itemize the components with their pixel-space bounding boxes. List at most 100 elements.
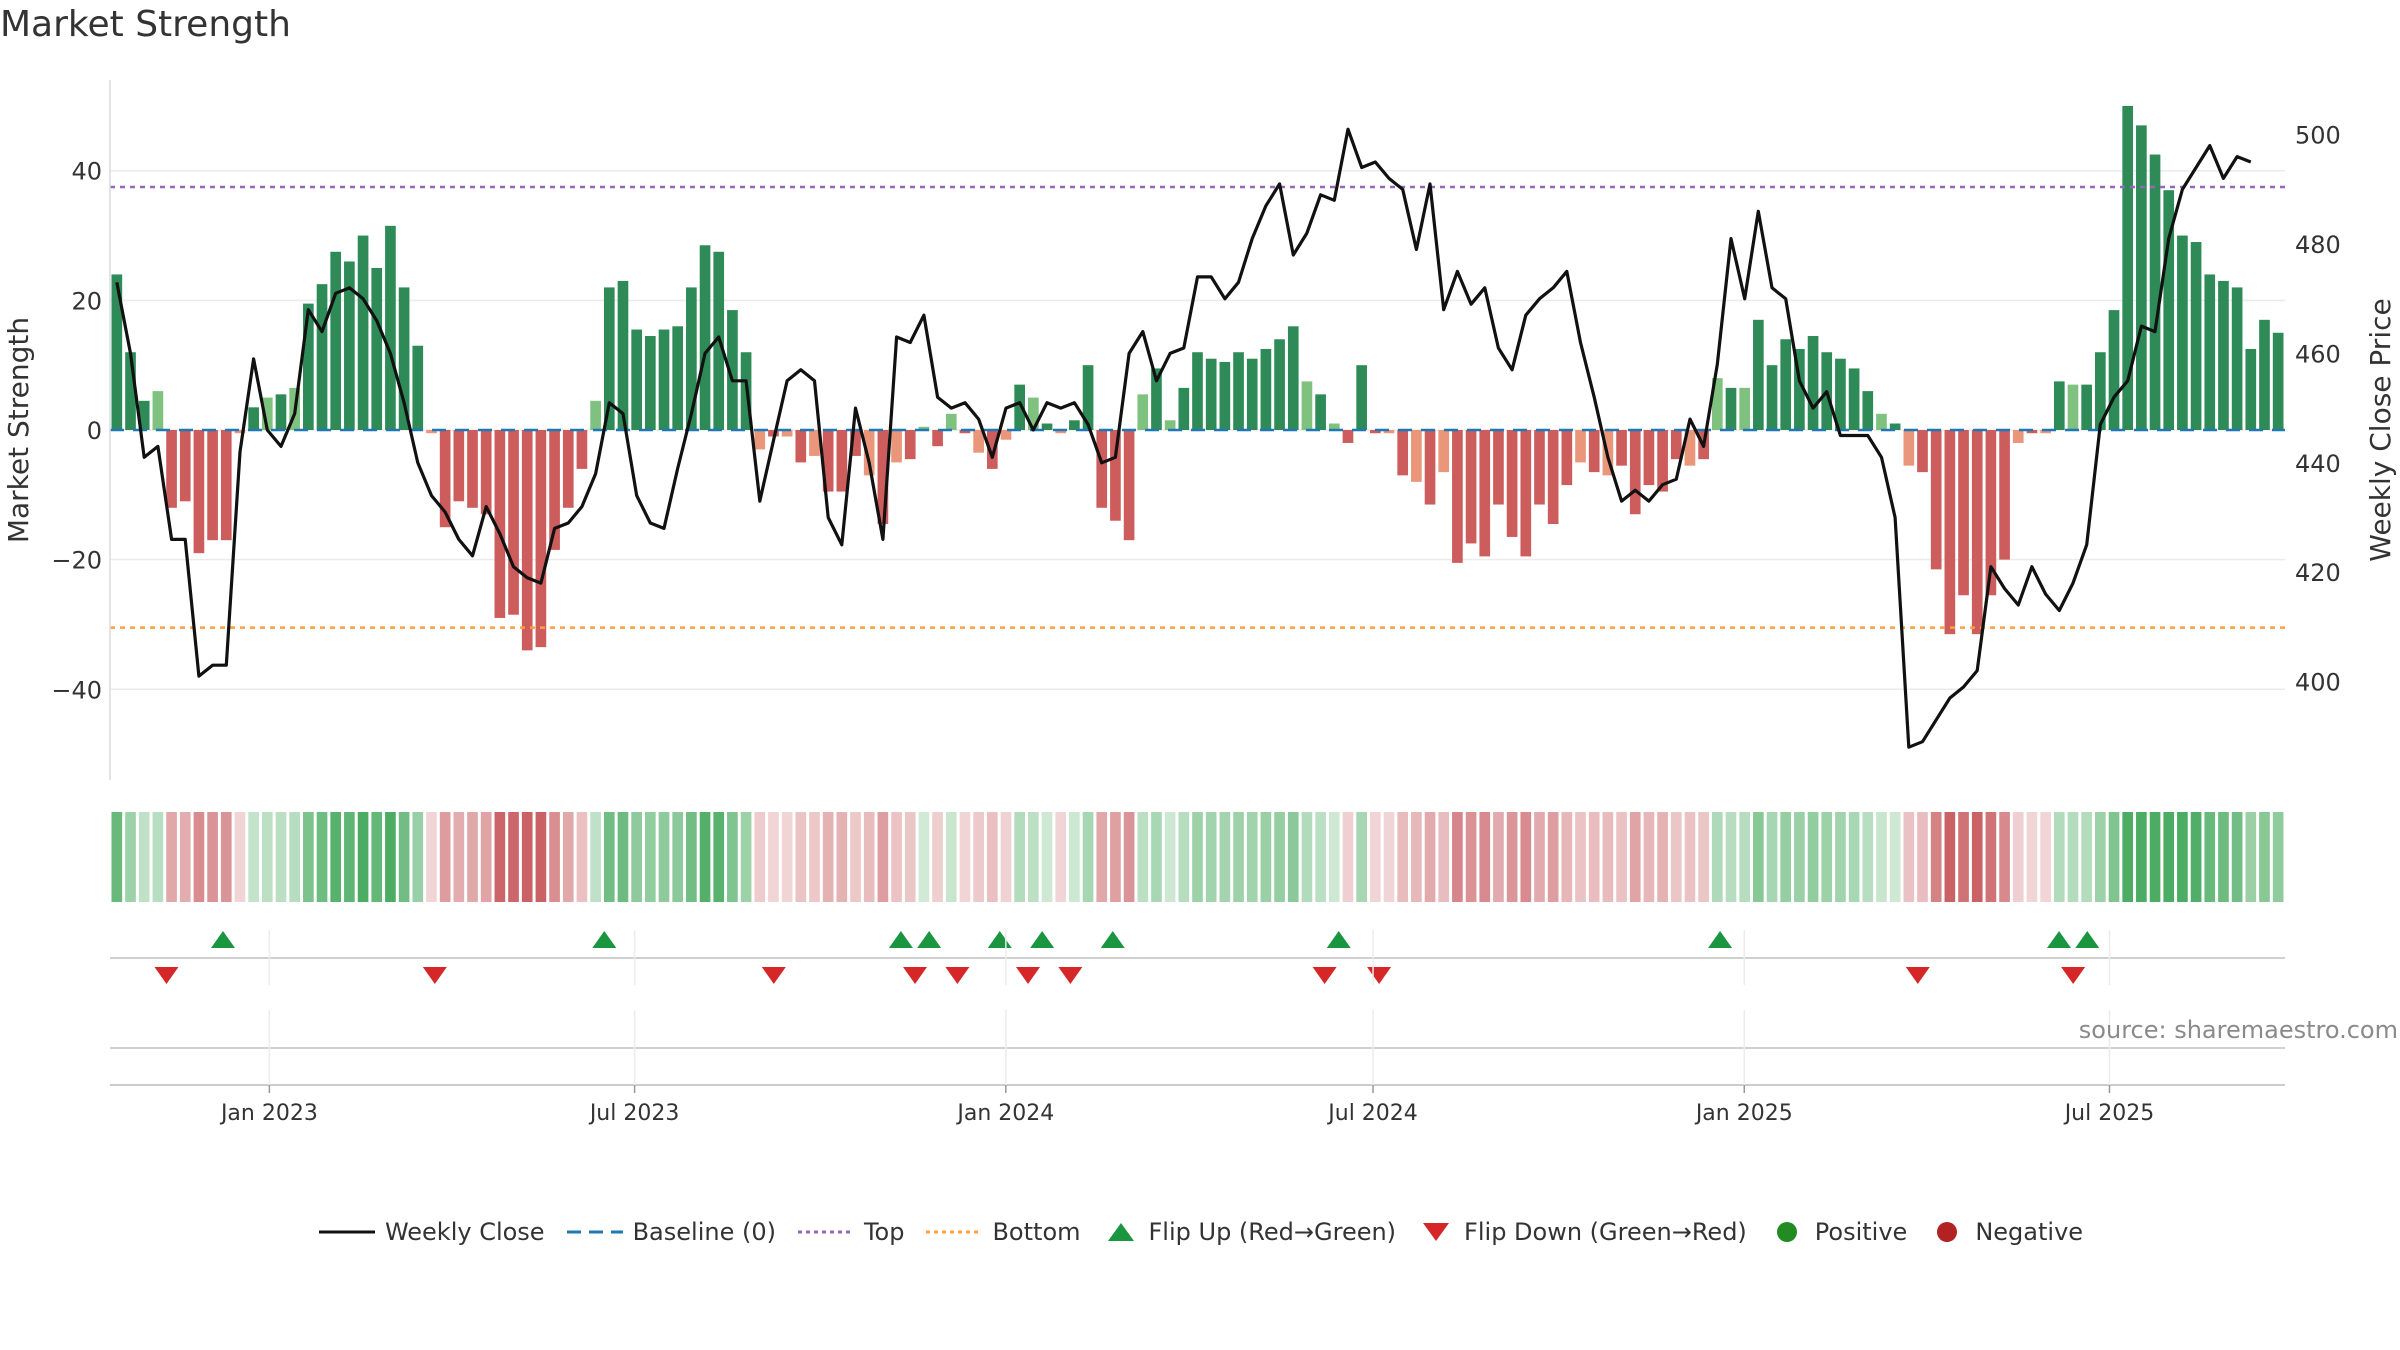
y2-axis-title: Weekly Close Price: [2364, 298, 2397, 561]
heat-strip-cell: [2190, 812, 2202, 902]
heat-strip-cell: [1602, 812, 1614, 902]
heat-strip-cell: [220, 812, 232, 902]
legend-label: Negative: [1975, 1218, 2084, 1246]
strength-bar: [2163, 190, 2175, 430]
strength-bar: [1794, 348, 1805, 430]
strength-bar: [973, 430, 984, 453]
flip-down-marker: [422, 967, 447, 984]
heat-strip-cell: [631, 812, 642, 902]
strength-bar: [1848, 368, 1860, 430]
heat-strip-cell: [1328, 812, 1340, 902]
heat-strip-cell: [1397, 812, 1409, 902]
strength-bar: [2272, 332, 2284, 430]
strength-bar: [1629, 430, 1641, 515]
x-tick-label: Jul 2023: [588, 1101, 680, 1126]
heat-strip-cell: [1315, 812, 1326, 902]
legend-item-bottom: Bottom: [924, 1218, 1081, 1246]
legend-label: Weekly Close: [384, 1218, 545, 1246]
flip-up-marker: [1030, 931, 1055, 948]
x-tick-label: Jan 2024: [955, 1101, 1054, 1126]
strength-bar: [754, 430, 766, 450]
heat-strip-cell: [986, 812, 998, 902]
heat-strip-cell: [207, 812, 218, 902]
heat-strip-cell: [1958, 812, 1969, 902]
strength-bar: [1328, 423, 1340, 430]
red-dot-icon: [1937, 1222, 1958, 1242]
strength-bar: [426, 430, 437, 434]
strength-bar: [1739, 387, 1751, 430]
strength-bar: [1534, 430, 1545, 505]
strength-bar: [1616, 430, 1627, 466]
strength-bar: [1301, 381, 1313, 430]
heat-strip-cell: [2026, 812, 2038, 902]
strength-bar: [1766, 365, 1778, 430]
strength-bar: [1670, 430, 1682, 460]
heat-strip-cell: [453, 812, 465, 902]
y2-tick-label: 460: [2295, 340, 2341, 368]
heat-strip-cell: [1356, 812, 1367, 902]
heat-strip-cell: [1014, 812, 1026, 902]
strength-bar: [220, 430, 232, 541]
strength-bar: [1137, 394, 1149, 430]
strength-bar: [945, 413, 957, 430]
heat-strip-cell: [521, 812, 533, 902]
heat-strip-cell: [904, 812, 916, 902]
strength-bar: [1561, 430, 1573, 486]
heat-strip-cell: [1588, 812, 1600, 902]
heat-strip-cell: [1684, 812, 1696, 902]
heat-strip-cell: [2177, 812, 2188, 902]
heat-strip-cell: [1657, 812, 1668, 902]
strength-bar: [1643, 430, 1655, 486]
flip-up-marker: [1326, 931, 1351, 948]
heat-strip-cell: [412, 812, 424, 902]
strength-bar: [1000, 430, 1012, 440]
heat-strip-cell: [125, 812, 136, 902]
strength-bar: [2040, 430, 2051, 434]
flip-up-marker: [592, 931, 617, 948]
heat-strip-cell: [1369, 812, 1381, 902]
heat-strip-cell: [439, 812, 451, 902]
heat-strip-cell: [699, 812, 711, 902]
strength-bar: [439, 430, 451, 528]
heat-strip-cell: [1739, 812, 1751, 902]
triangle-down-icon: [1423, 1223, 1450, 1241]
strength-bar: [412, 345, 424, 430]
heat-strip-cell: [330, 812, 342, 902]
heat-strip-cell: [918, 812, 930, 902]
strength-bar: [521, 430, 533, 651]
flip-up-marker: [987, 931, 1012, 948]
strength-bar: [781, 430, 793, 437]
heat-strip-cell: [303, 812, 314, 902]
heat-strip-cell: [1028, 812, 1039, 902]
heat-strip-cell: [836, 812, 848, 902]
heat-strip-cell: [234, 812, 246, 902]
heat-strip-cell: [289, 812, 301, 902]
heat-strip-cell: [1151, 812, 1162, 902]
heat-strip-cell: [1848, 812, 1860, 902]
strength-bar: [891, 430, 902, 463]
flip-down-marker: [2061, 967, 2086, 984]
heat-strip-cell: [193, 812, 205, 902]
strength-bar: [1711, 378, 1723, 430]
strength-bar: [330, 251, 342, 430]
heat-strip-cell: [562, 812, 574, 902]
heat-strip-cell: [2108, 812, 2120, 902]
heat-strip-cell: [1438, 812, 1450, 902]
heat-strip-cell: [1479, 812, 1491, 902]
y2-tick-label: 400: [2295, 669, 2341, 697]
heat-strip-cell: [1137, 812, 1149, 902]
weekly-close-line: [115, 127, 2252, 749]
strength-bar: [467, 430, 478, 508]
heat-strip-cell: [2067, 812, 2079, 902]
heat-strip-cell: [973, 812, 984, 902]
strength-bar: [727, 310, 738, 430]
heat-strip-cell: [781, 812, 793, 902]
heat-strip-cell: [1725, 812, 1737, 902]
heat-strip-cell: [1917, 812, 1928, 902]
strength-bar: [207, 430, 218, 541]
heat-strip-cell: [2094, 812, 2106, 902]
heat-strip-cell: [740, 812, 752, 902]
heat-strip-cell: [945, 812, 957, 902]
flip-up-marker: [1100, 931, 1125, 948]
